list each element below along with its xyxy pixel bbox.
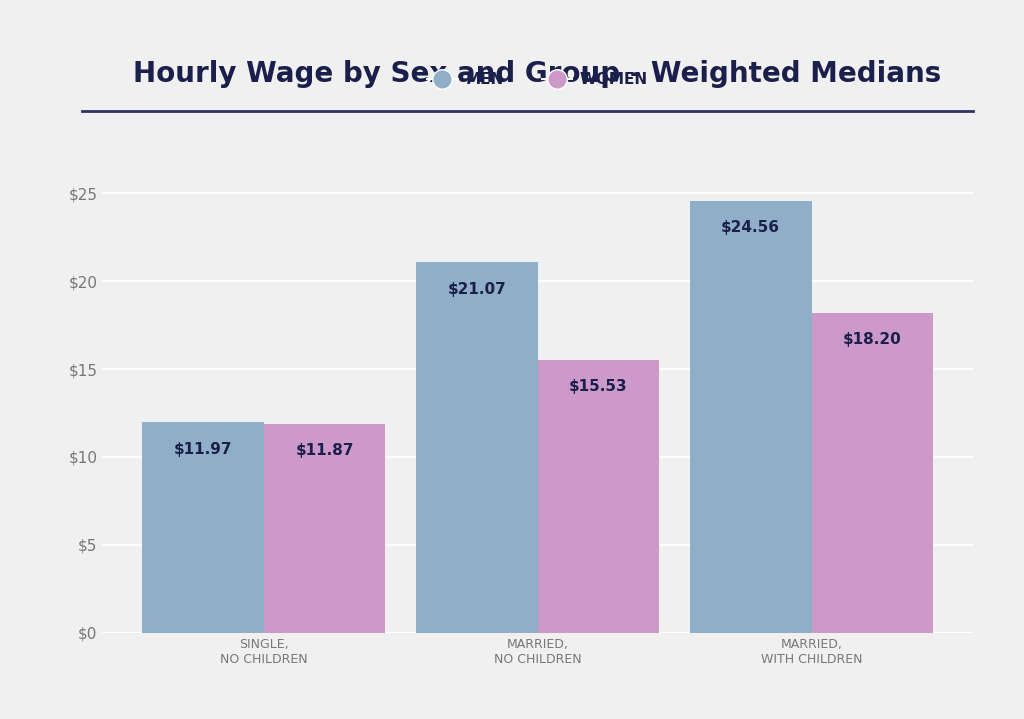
Title: Hourly Wage by Sex and Group - Weighted Medians: Hourly Wage by Sex and Group - Weighted … — [133, 60, 942, 88]
Text: $11.97: $11.97 — [174, 441, 232, 457]
Bar — [811, 313, 933, 633]
Text: $21.07: $21.07 — [447, 282, 506, 297]
Bar — [538, 360, 659, 633]
Legend: MEN, WOMEN: MEN, WOMEN — [421, 66, 654, 93]
Text: $15.53: $15.53 — [569, 379, 628, 394]
Bar — [142, 422, 264, 633]
Text: $11.87: $11.87 — [295, 444, 354, 459]
Bar — [264, 424, 385, 633]
Text: $24.56: $24.56 — [721, 221, 780, 235]
Bar — [690, 201, 811, 633]
Text: $18.20: $18.20 — [843, 332, 902, 347]
Bar — [416, 262, 538, 633]
